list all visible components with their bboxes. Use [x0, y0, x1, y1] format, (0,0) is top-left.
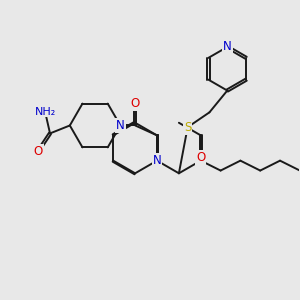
Text: NH₂: NH₂ — [34, 106, 56, 117]
Text: S: S — [184, 121, 191, 134]
Text: O: O — [130, 97, 140, 110]
Text: N: N — [116, 119, 125, 132]
Text: N: N — [223, 40, 232, 53]
Text: N: N — [153, 154, 161, 167]
Text: N: N — [196, 154, 205, 167]
Text: N: N — [116, 119, 125, 132]
Text: O: O — [196, 151, 206, 164]
Text: O: O — [34, 145, 43, 158]
